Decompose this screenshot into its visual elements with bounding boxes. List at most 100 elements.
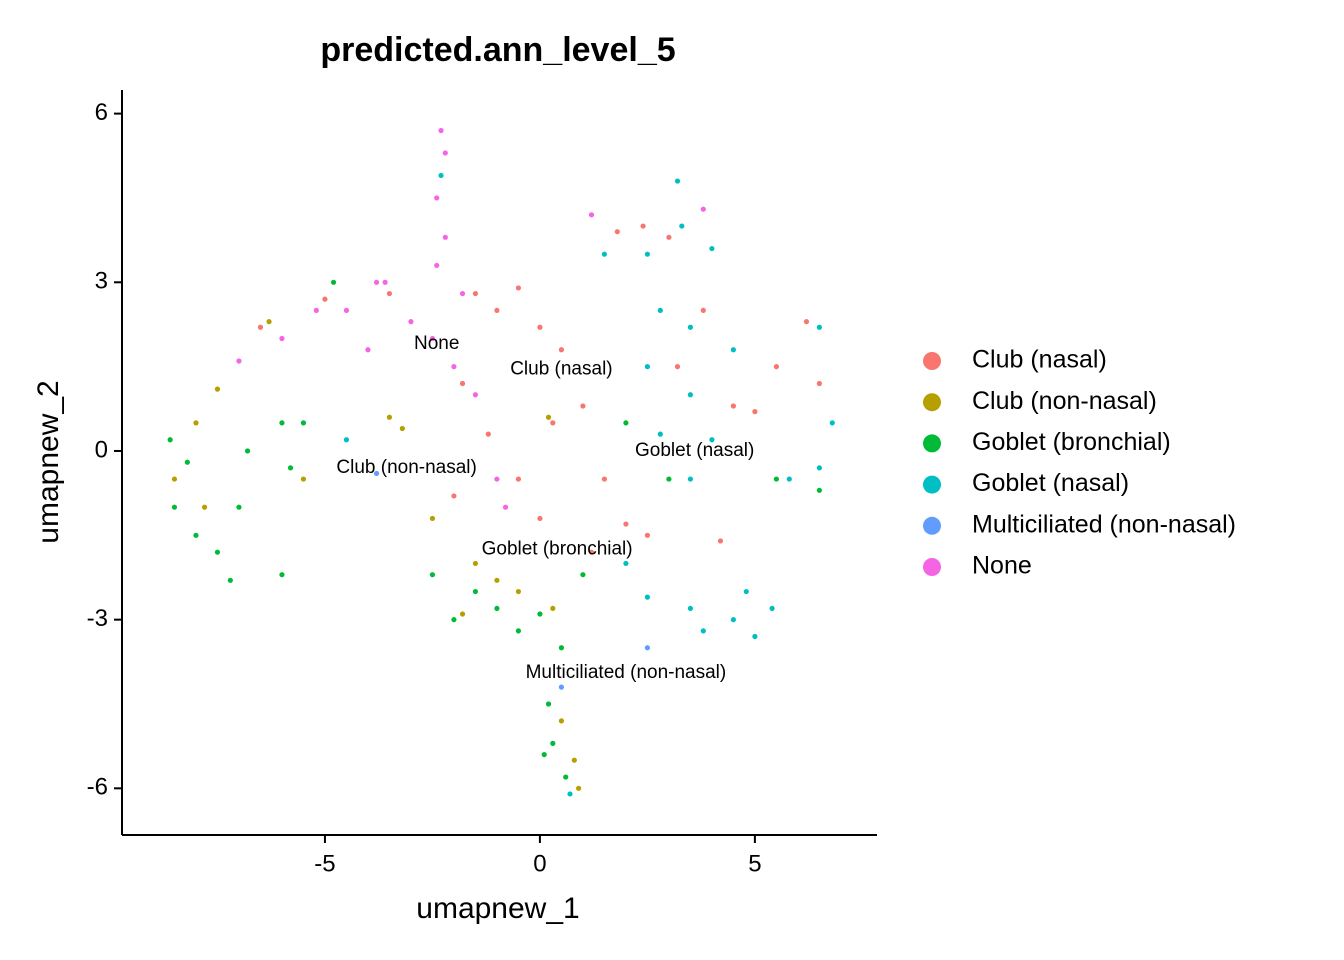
- point: [386, 414, 393, 420]
- point: [438, 127, 444, 134]
- point: [382, 279, 388, 285]
- point: [730, 617, 736, 623]
- point: [550, 740, 556, 746]
- point: [550, 420, 556, 426]
- point: [494, 577, 500, 583]
- point: [502, 504, 509, 510]
- point: [287, 465, 294, 471]
- point: [541, 751, 547, 758]
- cluster-label: Multiciliated (non-nasal): [526, 662, 727, 683]
- point: [657, 431, 663, 437]
- point: [829, 420, 835, 426]
- point: [657, 307, 663, 314]
- point: [214, 549, 221, 555]
- point: [386, 290, 393, 297]
- point: [300, 476, 307, 482]
- point: [451, 493, 457, 499]
- point: [515, 588, 522, 595]
- point: [472, 290, 479, 297]
- point: [640, 223, 646, 229]
- point: [709, 245, 715, 252]
- point: [816, 324, 822, 330]
- point: [279, 420, 285, 426]
- point: [614, 229, 620, 235]
- x-tick-label: -5: [314, 850, 335, 877]
- point: [687, 324, 693, 330]
- point: [567, 791, 573, 797]
- point: [515, 285, 522, 291]
- point: [674, 364, 681, 370]
- point: [279, 572, 285, 578]
- point: [515, 476, 522, 482]
- point: [644, 594, 651, 600]
- legend-label: Goblet (bronchial): [972, 428, 1171, 456]
- legend-label: None: [972, 552, 1032, 580]
- point: [537, 324, 543, 330]
- point: [193, 420, 199, 426]
- point: [816, 465, 822, 471]
- point: [644, 532, 651, 538]
- point: [623, 560, 629, 567]
- point: [803, 319, 810, 325]
- legend-swatch: [923, 434, 941, 453]
- y-tick-label: -6: [87, 774, 108, 801]
- legend-label: Club (nasal): [972, 346, 1107, 374]
- point: [644, 364, 651, 370]
- point: [588, 212, 595, 218]
- point: [730, 403, 736, 409]
- point: [330, 279, 337, 285]
- point: [558, 684, 565, 690]
- point: [373, 470, 380, 477]
- point: [459, 380, 466, 387]
- point: [171, 504, 178, 510]
- legend-swatch: [923, 393, 941, 412]
- point: [730, 347, 736, 353]
- point: [515, 628, 522, 634]
- point: [644, 645, 651, 651]
- point: [171, 476, 178, 482]
- point: [558, 718, 565, 724]
- point: [773, 364, 779, 370]
- point: [644, 251, 651, 257]
- point: [434, 262, 440, 269]
- point: [743, 588, 749, 595]
- point: [550, 605, 556, 612]
- point: [623, 420, 629, 426]
- legend-label: Club (non-nasal): [972, 387, 1157, 415]
- point: [494, 307, 500, 314]
- point: [687, 392, 693, 398]
- point: [442, 150, 448, 156]
- y-axis-title: umapnew_2: [32, 380, 65, 543]
- point: [709, 437, 715, 443]
- legend-swatch: [923, 516, 941, 535]
- point: [588, 549, 595, 555]
- legend-label: Multiciliated (non-nasal): [972, 510, 1236, 538]
- point: [752, 409, 758, 415]
- point: [201, 504, 208, 510]
- point: [717, 538, 724, 544]
- point: [472, 392, 479, 398]
- cluster-label: Goblet (bronchial): [482, 538, 633, 559]
- point: [257, 324, 264, 330]
- point: [558, 347, 565, 353]
- point: [451, 364, 457, 370]
- point: [674, 178, 681, 184]
- point: [343, 307, 350, 314]
- y-tick-label: -3: [87, 605, 108, 632]
- legend-label: Goblet (nasal): [972, 469, 1129, 497]
- point: [666, 476, 672, 482]
- point: [494, 476, 500, 482]
- cluster-label: Club (non-nasal): [336, 457, 476, 478]
- point: [773, 476, 779, 482]
- point: [429, 335, 436, 342]
- legend-swatch: [923, 558, 941, 576]
- point: [214, 386, 221, 392]
- point: [786, 476, 792, 482]
- point: [434, 195, 440, 201]
- point: [687, 605, 693, 612]
- point: [193, 532, 199, 538]
- point: [601, 251, 608, 257]
- point: [580, 572, 586, 578]
- point: [227, 577, 233, 583]
